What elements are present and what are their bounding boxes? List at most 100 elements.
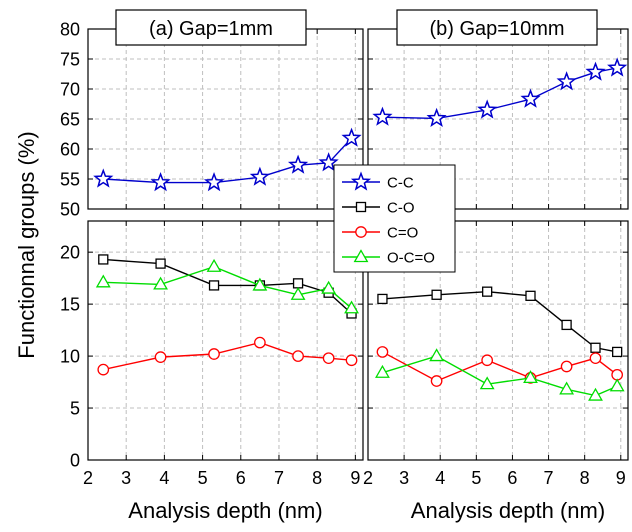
y-tick-label: 5 xyxy=(70,399,80,419)
x-tick-label: 8 xyxy=(580,468,590,488)
y-tick-label: 75 xyxy=(60,50,80,70)
data-point-c-o xyxy=(431,289,442,300)
y-tick-label: 55 xyxy=(60,170,80,190)
data-point-ceqo xyxy=(254,336,266,349)
data-point-c-c xyxy=(372,106,393,126)
series-layer xyxy=(93,57,628,401)
data-point-c-c xyxy=(93,168,114,188)
data-point-ceqo xyxy=(430,375,443,387)
data-point-o-ceqo xyxy=(344,300,359,314)
data-point-c-c xyxy=(203,171,225,192)
data-point-c-o xyxy=(377,293,388,305)
data-point-c-c xyxy=(249,166,270,186)
legend-label-ceqo: C=O xyxy=(387,225,418,242)
data-point-c-c xyxy=(341,127,362,147)
legend-label-o-ceqo: O-C=O xyxy=(387,250,435,267)
data-point-c-o xyxy=(292,278,304,289)
data-point-ceqo xyxy=(322,352,335,365)
y-tick-label: 60 xyxy=(60,140,80,160)
legend-marker-c-o xyxy=(355,201,367,213)
legend-label-c-o: C-O xyxy=(387,200,415,217)
panel-title-frame xyxy=(396,9,598,46)
y-tick-label: 15 xyxy=(60,295,80,315)
y-tick-label: 50 xyxy=(60,200,80,220)
data-point-ceqo xyxy=(560,360,573,373)
data-point-c-c xyxy=(477,99,498,119)
y-tick-label: 0 xyxy=(70,451,80,471)
data-point-c-c xyxy=(150,171,171,192)
x-tick-label: 6 xyxy=(236,468,246,488)
x-axis-label: Analysis depth (nm) xyxy=(128,498,322,523)
panel-title-frame xyxy=(115,9,307,46)
x-tick-label: 3 xyxy=(121,468,131,488)
panel-title: (a) Gap=1mm xyxy=(149,18,273,40)
data-point-c-o xyxy=(208,280,220,291)
data-point-ceqo xyxy=(589,352,602,365)
legend-marker-c-c xyxy=(350,171,372,191)
data-point-o-ceqo xyxy=(429,348,445,362)
panel-title: (b) Gap=10mm xyxy=(429,18,564,40)
series-line-c-o xyxy=(103,258,353,314)
data-point-ceqo xyxy=(154,351,167,363)
data-point-c-c xyxy=(520,88,541,108)
legend-layer: C-C C-O C=O O-C=O xyxy=(333,164,456,273)
y-tick-label: 10 xyxy=(60,347,80,367)
x-tick-label: 5 xyxy=(198,468,208,488)
data-point-c-o xyxy=(482,286,493,297)
data-point-c-o xyxy=(98,254,109,265)
data-point-o-ceqo xyxy=(479,376,495,390)
x-tick-label: 2 xyxy=(83,468,93,488)
data-point-o-ceqo xyxy=(559,381,575,395)
data-point-o-ceqo xyxy=(153,276,168,290)
data-point-c-c xyxy=(426,107,447,127)
data-point-o-ceqo xyxy=(206,258,222,272)
series-line-c-o xyxy=(382,290,618,353)
y-tick-label: 20 xyxy=(60,243,80,263)
data-point-c-o xyxy=(561,319,572,331)
lower-plot-frame xyxy=(367,220,629,461)
data-point-o-ceqo xyxy=(523,370,538,384)
data-point-c-o xyxy=(612,346,623,358)
data-point-ceqo xyxy=(97,363,110,376)
data-point-c-c xyxy=(556,71,577,91)
legend-frame xyxy=(333,164,456,273)
data-point-ceqo xyxy=(292,350,304,362)
panel-title-box: (a) Gap=1mm xyxy=(115,9,307,46)
data-point-o-ceqo xyxy=(290,286,306,300)
data-point-ceqo xyxy=(481,354,494,367)
y-tick-label: 65 xyxy=(60,110,80,130)
data-point-o-ceqo xyxy=(588,387,603,401)
y-tick-label: 80 xyxy=(60,20,80,40)
panel-title-box: (b) Gap=10mm xyxy=(396,9,598,46)
data-point-c-c xyxy=(287,154,309,174)
data-point-ceqo xyxy=(376,346,389,358)
x-tick-label: 9 xyxy=(350,468,360,488)
x-tick-label: 9 xyxy=(616,468,626,488)
data-point-o-ceqo xyxy=(321,280,337,294)
series-line-c-c xyxy=(382,67,618,120)
data-point-ceqo xyxy=(208,348,220,360)
lower-plot-frame xyxy=(87,220,364,461)
data-point-o-ceqo xyxy=(95,274,111,288)
x-tick-label: 7 xyxy=(274,468,284,488)
x-tick-label: 3 xyxy=(399,468,409,488)
data-point-o-ceqo xyxy=(252,277,268,291)
x-tick-label: 8 xyxy=(312,468,322,488)
x-axis-label: Analysis depth (nm) xyxy=(411,498,605,523)
y-axis-label: Functionnal groups (%) xyxy=(14,131,39,358)
data-point-c-o xyxy=(525,290,536,301)
data-point-c-o xyxy=(155,258,166,269)
data-point-o-ceqo xyxy=(375,364,390,378)
series-line-o-ceqo xyxy=(103,265,352,309)
data-point-c-c xyxy=(607,57,628,77)
legend-label-c-c: C-C xyxy=(387,175,414,192)
x-tick-label: 2 xyxy=(363,468,373,488)
x-tick-label: 6 xyxy=(507,468,517,488)
legend-marker-ceqo xyxy=(355,226,367,238)
x-tick-label: 7 xyxy=(544,468,554,488)
x-tick-label: 5 xyxy=(471,468,481,488)
series-line-c-c xyxy=(103,137,353,184)
x-tick-label: 4 xyxy=(435,468,445,488)
x-tick-label: 4 xyxy=(159,468,169,488)
